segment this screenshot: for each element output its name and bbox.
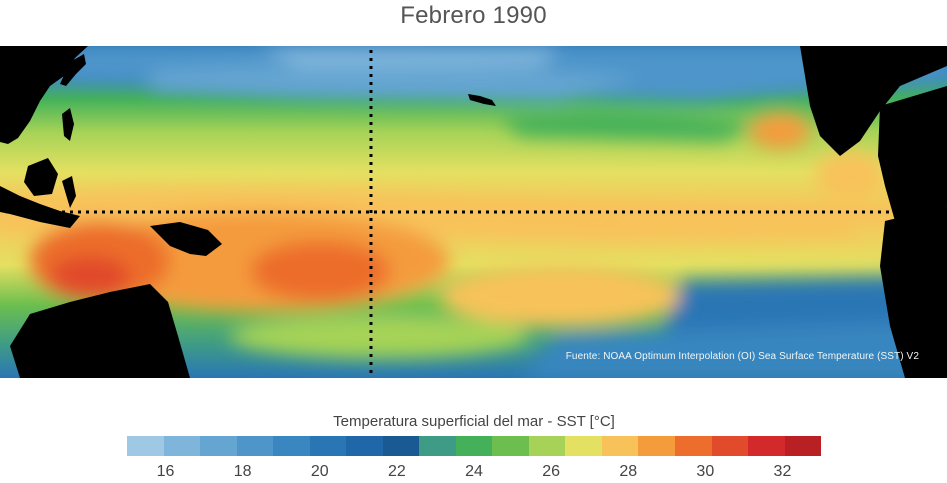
colorbar-tick-label: 28: [619, 463, 638, 480]
sulawesi-landmass: [62, 176, 76, 208]
colorbar-swatch: [382, 436, 420, 456]
asia-landmass: [0, 46, 88, 144]
colorbar-swatch: [748, 436, 785, 456]
landmasses: [0, 46, 947, 378]
map-title: Febrero 1990: [400, 2, 547, 29]
colorbar-swatch: [236, 436, 274, 456]
colorbar-tick-label: 16: [156, 463, 175, 480]
source-note: Fuente: NOAA Optimum Interpolation (OI) …: [565, 351, 919, 362]
colorbar-swatch: [711, 436, 749, 456]
colorbar-tick-label: 30: [696, 463, 715, 480]
borneo-landmass: [24, 158, 58, 196]
sst-map: [0, 46, 947, 378]
colorbar-tick-label: 32: [773, 463, 792, 480]
north-america-landmass: [800, 46, 947, 156]
colorbar-swatch: [492, 436, 529, 456]
colorbar-swatch: [127, 436, 164, 456]
colorbar-tick-label: 18: [233, 463, 252, 480]
colorbar-swatch: [309, 436, 347, 456]
hawaii-islands: [468, 94, 496, 106]
colorbar-title: Temperatura superficial del mar - SST [°…: [333, 413, 615, 430]
colorbar-swatch: [455, 436, 493, 456]
japan-landmass: [60, 54, 86, 86]
philippines-landmass: [62, 108, 74, 141]
colorbar-swatch: [346, 436, 383, 456]
reference-lines: [6, 50, 940, 376]
colorbar-swatch: [784, 436, 822, 456]
colorbar-swatch: [601, 436, 639, 456]
colorbar-tick-label: 24: [465, 463, 483, 480]
new-guinea-landmass: [150, 222, 222, 256]
colorbar-swatch: [674, 436, 712, 456]
colorbar-swatch: [638, 436, 675, 456]
colorbar-swatch: [200, 436, 237, 456]
australia-landmass: [10, 284, 190, 378]
colorbar-swatch: [528, 436, 566, 456]
colorbar-tick-label: 20: [310, 463, 329, 480]
colorbar-swatch: [565, 436, 602, 456]
central-america-landmass: [878, 86, 947, 221]
colorbar: [127, 436, 822, 456]
colorbar-tick-label: 26: [542, 463, 561, 480]
colorbar-tick-label: 22: [387, 463, 406, 480]
indonesia-landmass: [0, 186, 80, 228]
colorbar-swatch: [163, 436, 201, 456]
south-america-landmass: [880, 206, 947, 378]
colorbar-swatch: [419, 436, 456, 456]
colorbar-swatch: [273, 436, 310, 456]
colorbar-ticks: 16 18 20 22 24 26 28 30 32: [0, 463, 947, 483]
